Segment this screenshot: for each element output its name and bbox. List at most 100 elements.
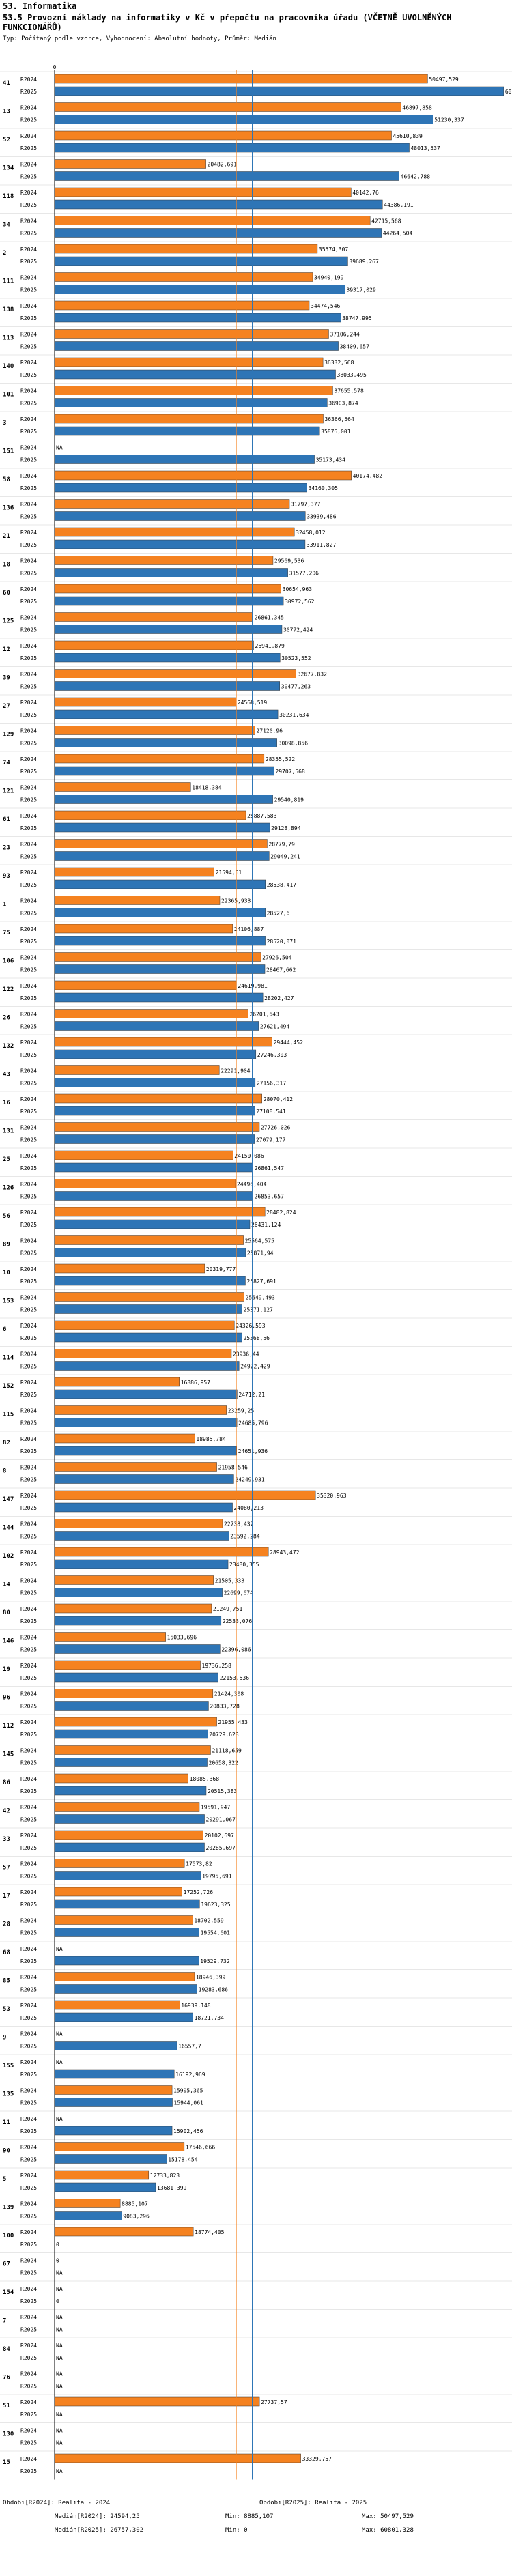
bar-r2025 <box>54 625 283 634</box>
value-label-r2024: 21505,333 <box>215 1578 245 1584</box>
bar-r2025 <box>54 1729 208 1739</box>
bar-r2025 <box>54 1758 208 1767</box>
group-id-label: 146 <box>3 1638 14 1645</box>
value-label-r2024: 26861,345 <box>255 615 285 621</box>
bar-r2024 <box>54 2170 150 2180</box>
group-id-label: 80 <box>3 1609 10 1616</box>
value-label-r2025: 19554,601 <box>201 1930 231 1936</box>
group-id-label: 13 <box>3 109 10 115</box>
series-label-r2025: R2025 <box>20 1392 37 1398</box>
bar-r2025 <box>54 596 284 606</box>
group-id-label: 118 <box>3 193 14 200</box>
series-label-r2024: R2024 <box>20 1805 37 1811</box>
bar-r2024 <box>54 1490 316 1500</box>
value-label-r2025: 30231,634 <box>279 712 309 718</box>
value-label-r2024: 18085,368 <box>190 1776 220 1782</box>
bar-r2024 <box>54 1093 262 1104</box>
series-label-r2025: R2025 <box>20 1675 37 1681</box>
series-label-r2024: R2024 <box>20 672 37 678</box>
series-label-r2025: R2025 <box>20 2128 37 2134</box>
group-id-label: 102 <box>3 1553 14 1560</box>
bar-r2024 <box>54 669 296 678</box>
group-id-label: 89 <box>3 1242 10 1248</box>
group-id-label: 33 <box>3 1836 10 1843</box>
value-label-r2025: 28202,427 <box>264 995 294 1001</box>
group-id-label: 126 <box>3 1185 14 1192</box>
bar-r2025 <box>54 964 266 974</box>
bar-r2024 <box>54 2085 173 2095</box>
series-label-r2025: R2025 <box>20 1335 37 1341</box>
group-id-label: 10 <box>3 1270 10 1276</box>
group-id-label: 93 <box>3 873 10 880</box>
value-label-r2025: 20833,728 <box>210 1704 240 1710</box>
series-label-r2024: R2024 <box>20 2003 37 2009</box>
value-label-r2025: 30477,263 <box>281 684 311 690</box>
series-label-r2025: R2025 <box>20 939 37 945</box>
series-label-r2024: R2024 <box>20 1975 37 1981</box>
value-label-r2024: 22738,437 <box>224 1521 254 1528</box>
series-label-r2024: R2024 <box>20 2031 37 2037</box>
chart-title: 53.5 Provozní náklady na informatiky v K… <box>3 13 452 32</box>
series-label-r2025: R2025 <box>20 797 37 803</box>
bar-r2024 <box>54 952 261 962</box>
bar-r2024 <box>54 2227 194 2237</box>
series-label-r2025: R2025 <box>20 1250 37 1257</box>
group-id-label: 16 <box>3 1100 10 1106</box>
value-label-r2024: NA <box>56 445 63 451</box>
series-label-r2024: R2024 <box>20 870 37 876</box>
group-id-label: 90 <box>3 2148 10 2155</box>
bar-r2025 <box>54 1814 205 1824</box>
bar-r2024 <box>54 1859 185 1868</box>
value-label-r2025: 33911,827 <box>307 542 337 548</box>
group-id-label: 147 <box>3 1496 14 1503</box>
bar-r2025 <box>54 256 348 266</box>
group-id-label: 100 <box>3 2233 14 2239</box>
series-label-r2024: R2024 <box>20 2343 37 2349</box>
value-label-r2024: NA <box>56 2059 63 2065</box>
bar-r2025 <box>54 1106 255 1116</box>
series-label-r2024: R2024 <box>20 2116 37 2122</box>
bar-r2025 <box>54 341 339 351</box>
bar-r2024 <box>54 1122 260 1132</box>
value-label-r2024: 37655,578 <box>334 388 364 395</box>
footer-max-2024: Max: 50497,529 <box>362 2513 414 2520</box>
group-id-label: 7 <box>3 2318 6 2325</box>
bar-r2025 <box>54 143 410 153</box>
bar-r2025 <box>54 369 336 380</box>
series-label-r2024: R2024 <box>20 1351 37 1358</box>
value-label-r2025: 29049,241 <box>270 854 300 860</box>
bar-r2024 <box>54 1773 188 1784</box>
series-label-r2024: R2024 <box>20 586 37 592</box>
series-label-r2025: R2025 <box>20 1477 37 1483</box>
group-id-label: 19 <box>3 1666 10 1673</box>
bar-r2024 <box>54 470 352 481</box>
value-label-r2024: 21958,546 <box>218 1465 248 1471</box>
value-label-r2024: NA <box>56 2428 63 2434</box>
bar-r2025 <box>54 1332 242 1343</box>
bar-r2024 <box>54 1037 272 1047</box>
value-label-r2024: 24150,086 <box>234 1153 264 1159</box>
series-label-r2024: R2024 <box>20 1635 37 1641</box>
series-label-r2024: R2024 <box>20 275 37 281</box>
group-id-label: 51 <box>3 2403 10 2409</box>
series-label-r2025: R2025 <box>20 117 37 124</box>
series-label-r2025: R2025 <box>20 1448 37 1455</box>
value-label-r2025: 28520,071 <box>267 939 297 945</box>
series-label-r2025: R2025 <box>20 1732 37 1738</box>
value-label-r2025: NA <box>56 2384 63 2390</box>
series-label-r2024: R2024 <box>20 1153 37 1159</box>
value-label-r2024: 22291,904 <box>221 1068 251 1074</box>
bar-r2025 <box>54 483 307 493</box>
bar-r2025 <box>54 199 383 210</box>
value-label-r2025: 38033,495 <box>337 372 367 378</box>
series-label-r2024: R2024 <box>20 1125 37 1131</box>
bar-r2025 <box>54 1588 223 1597</box>
series-label-r2025: R2025 <box>20 655 37 661</box>
value-label-r2025: 20285,697 <box>205 1845 236 1851</box>
value-label-r2024: 17546,666 <box>186 2145 216 2151</box>
series-label-r2024: R2024 <box>20 76 37 83</box>
group-id-label: 140 <box>3 363 14 370</box>
series-label-r2024: R2024 <box>20 2371 37 2377</box>
value-label-r2025: 29128,894 <box>271 825 301 831</box>
value-label-r2025: 15944,061 <box>174 2100 204 2106</box>
